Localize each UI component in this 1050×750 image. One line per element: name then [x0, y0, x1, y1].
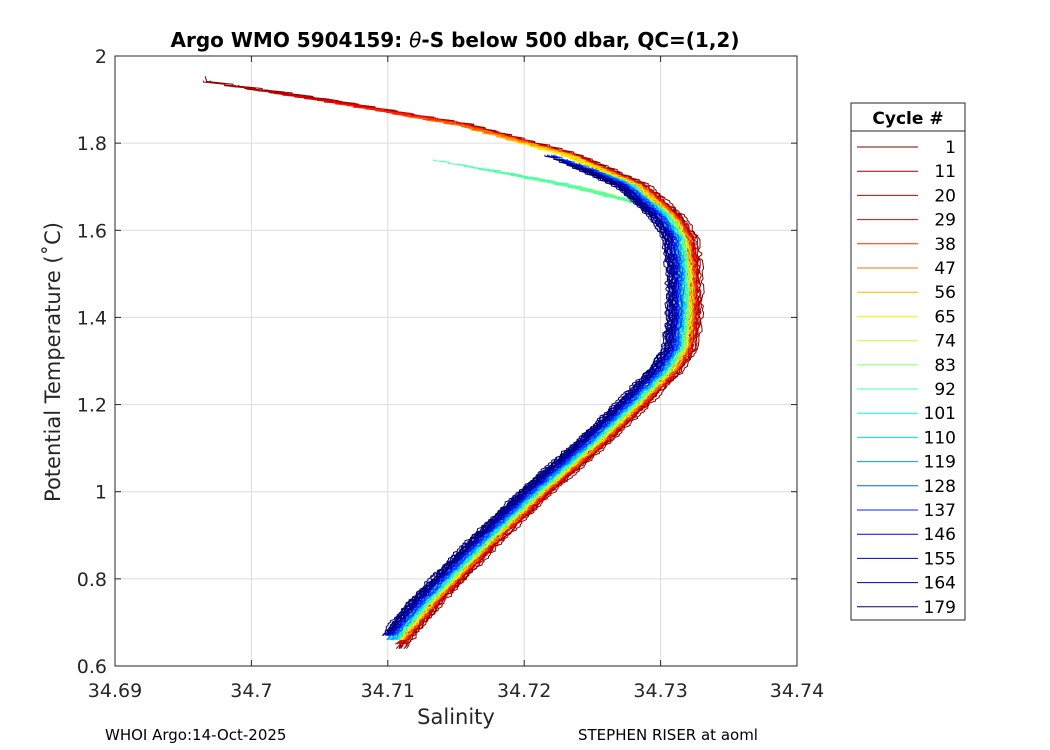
- legend: Cycle # 11120293847566574839210111011912…: [850, 102, 966, 621]
- series-line-cycle-179: [385, 154, 669, 632]
- y-axis-label: Potential Temperature (˚C): [41, 222, 65, 502]
- chart-title-theta: θ: [409, 28, 421, 52]
- legend-entries: 1112029384756657483921011101191281371461…: [857, 138, 956, 618]
- y-tick-label: 1: [95, 482, 107, 504]
- legend-title: Cycle #: [872, 109, 943, 129]
- y-tick-label: 1.4: [77, 307, 107, 329]
- x-tick-label: 34.74: [770, 680, 824, 702]
- legend-label-164: 164: [924, 574, 956, 594]
- x-tick-label: 34.7: [230, 680, 272, 702]
- legend-label-146: 146: [924, 525, 956, 545]
- y-tick-label: 1.8: [77, 133, 107, 155]
- legend-label-179: 179: [924, 598, 956, 618]
- series-line-cycle-146: [392, 167, 681, 636]
- legend-label-11: 11: [934, 162, 956, 182]
- legend-label-83: 83: [934, 356, 956, 376]
- series-layer: [202, 76, 705, 649]
- series-line-cycle-1: [266, 89, 705, 649]
- y-tick-label: 0.8: [77, 569, 107, 591]
- legend-label-20: 20: [934, 186, 956, 206]
- legend-label-74: 74: [934, 332, 956, 352]
- plot-frame: [114, 55, 798, 667]
- y-tick-label: 2: [95, 46, 107, 68]
- legend-label-1: 1: [945, 138, 956, 158]
- series-line-cycle-128: [394, 163, 682, 636]
- series-line-cycle-179: [392, 167, 676, 632]
- y-tick-labels: 0.6 0.8 1 1.2 1.4 1.6 1.8 2: [77, 46, 107, 678]
- legend-label-92: 92: [934, 380, 956, 400]
- y-tick-label: 0.6: [77, 656, 107, 678]
- series-line-cycle-146: [389, 163, 678, 636]
- x-tick-label: 34.72: [497, 680, 551, 702]
- x-axis-label: Salinity: [417, 705, 495, 729]
- legend-label-155: 155: [924, 549, 956, 569]
- series-line-cycle-92: [398, 172, 690, 641]
- x-tick-label: 34.71: [361, 680, 415, 702]
- series-line-cycle-179: [384, 159, 672, 632]
- legend-label-56: 56: [934, 283, 956, 303]
- x-tick-label: 34.73: [633, 680, 687, 702]
- legend-label-47: 47: [934, 259, 956, 279]
- legend-label-128: 128: [924, 477, 956, 497]
- axis-ticks: [114, 55, 798, 667]
- legend-label-137: 137: [924, 501, 956, 521]
- legend-label-110: 110: [924, 428, 956, 448]
- y-tick-label: 1.6: [77, 220, 107, 242]
- legend-label-38: 38: [934, 235, 956, 255]
- legend-label-119: 119: [924, 453, 956, 473]
- series-line-cycle-137: [393, 167, 683, 636]
- y-tick-label: 1.2: [77, 395, 107, 417]
- legend-label-101: 101: [924, 404, 956, 424]
- legend-label-29: 29: [934, 211, 956, 231]
- x-tick-labels: 34.69 34.7 34.71 34.72 34.73 34.74: [88, 680, 824, 702]
- chart-title-suffix: -S below 500 dbar, QC=(1,2): [421, 28, 739, 52]
- chart-title-prefix: Argo WMO 5904159:: [171, 28, 410, 52]
- series-line-cycle-83: [397, 180, 691, 641]
- footer-source-date: WHOI Argo:14-Oct-2025: [105, 726, 287, 744]
- footer-attribution: STEPHEN RISER at aoml: [578, 726, 758, 744]
- legend-label-65: 65: [934, 307, 956, 327]
- x-tick-label: 34.69: [88, 680, 142, 702]
- chart-title: Argo WMO 5904159: θ-S below 500 dbar, QC…: [171, 28, 740, 52]
